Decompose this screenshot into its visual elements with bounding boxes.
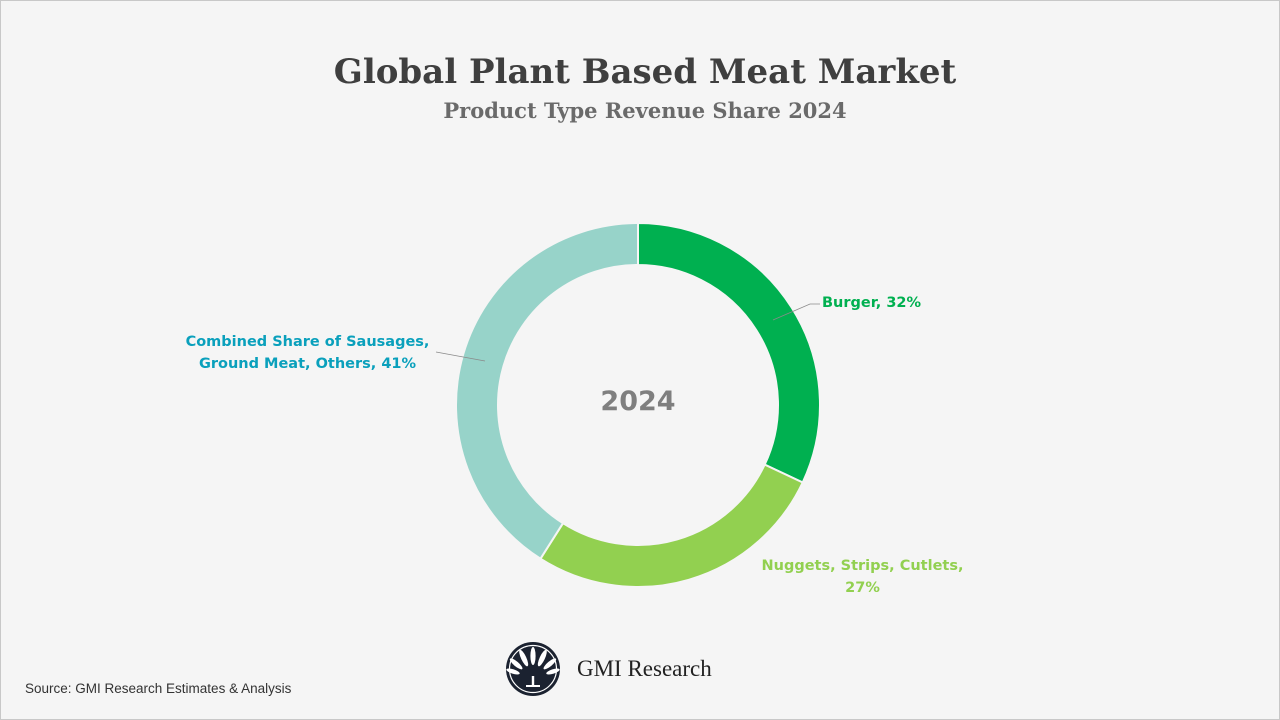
label-nuggets-line1: Nuggets, Strips, Cutlets, — [761, 558, 964, 574]
chart-title: Global Plant Based Meat Market — [333, 52, 957, 92]
label-burger: Burger, 32% — [822, 295, 922, 311]
leader-line-combined — [435, 351, 486, 362]
source-note: Source: GMI Research Estimates & Analysi… — [25, 681, 292, 696]
brand-name: GMI Research — [577, 656, 712, 681]
leader-line-burger — [772, 303, 820, 321]
label-combined-line2: Ground Meat, Others, 41% — [198, 356, 417, 372]
label-nuggets: Nuggets, Strips, Cutlets, 27% — [760, 555, 965, 599]
label-combined: Combined Share of Sausages, Ground Meat,… — [180, 331, 435, 375]
fan-leaf-logo-icon — [506, 642, 560, 696]
label-combined-line1: Combined Share of Sausages, — [185, 334, 430, 350]
chart-subtitle: Product Type Revenue Share 2024 — [443, 98, 847, 123]
center-label: 2024 — [600, 386, 676, 417]
slice-combined — [455, 221, 639, 561]
label-nuggets-line2: 27% — [845, 580, 880, 596]
slice-burger — [637, 221, 821, 484]
